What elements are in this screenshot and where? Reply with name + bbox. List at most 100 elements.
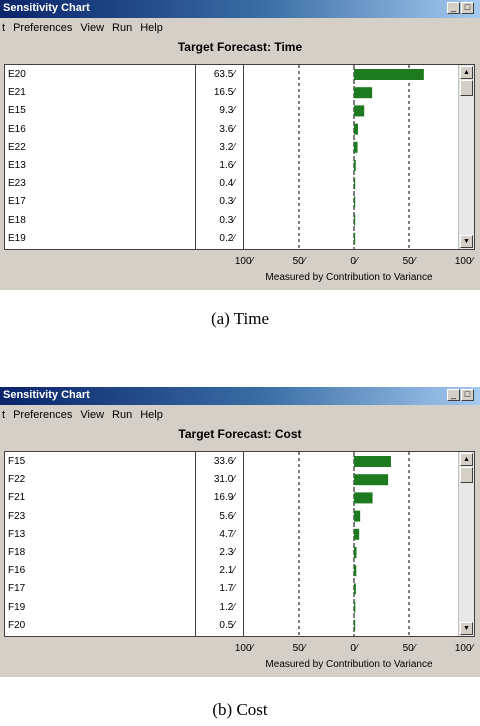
contribution-bar bbox=[354, 547, 357, 558]
row-variable-name[interactable]: F19 bbox=[8, 601, 26, 613]
contribution-bar bbox=[354, 601, 356, 613]
vertical-scrollbar[interactable]: ▲ ▼ bbox=[458, 452, 474, 636]
row-variable-name[interactable]: F23 bbox=[8, 510, 26, 522]
menu-item-preferences[interactable]: Preferences bbox=[13, 408, 73, 421]
sensitivity-list: E20 E21 E15 E16 E22 E13 E23 E17 E18 E19 63.5⁄ 16.5… bbox=[4, 64, 475, 250]
scroll-thumb[interactable] bbox=[460, 467, 473, 483]
contribution-bar bbox=[354, 178, 356, 190]
row-contribution-value: 0.5⁄ bbox=[219, 619, 235, 631]
row-contribution-value: 1.6⁄ bbox=[219, 160, 235, 171]
row-variable-name[interactable]: E16 bbox=[8, 123, 26, 135]
row-variable-name[interactable]: E22 bbox=[8, 141, 26, 153]
row-variable-name[interactable]: E17 bbox=[8, 196, 26, 208]
x-axis: 100⁄ 50⁄ 0⁄ 50⁄ 100⁄ bbox=[0, 643, 480, 657]
menu-bar: t Preferences View Run Help bbox=[0, 405, 480, 424]
axis-tick-label: 100⁄ bbox=[454, 643, 474, 654]
axis-label: Measured by Contribution to Variance bbox=[265, 272, 433, 283]
menu-item-view[interactable]: View bbox=[80, 21, 105, 34]
row-variable-name[interactable]: F16 bbox=[8, 565, 26, 577]
row-contribution-value: 5.6⁄ bbox=[219, 510, 235, 522]
row-variable-name[interactable]: F18 bbox=[8, 547, 26, 558]
contribution-bar bbox=[354, 69, 424, 80]
row-contribution-value: 0.4⁄ bbox=[219, 178, 235, 190]
row-contribution-value: 3.6⁄ bbox=[219, 123, 235, 135]
menu-item-edit[interactable]: t bbox=[2, 21, 6, 34]
contribution-bar bbox=[354, 583, 356, 595]
menu-item-help[interactable]: Help bbox=[140, 21, 163, 34]
sensitivity-window-cost: Sensitivity Chart _ □ t Preferences View… bbox=[0, 387, 480, 677]
row-contribution-value: 2.3⁄ bbox=[219, 547, 235, 558]
menu-item-preferences[interactable]: Preferences bbox=[13, 21, 73, 34]
axis-tick-label: 0⁄ bbox=[350, 643, 358, 654]
minimize-button[interactable]: _ bbox=[447, 389, 460, 401]
row-contribution-value: 9.3⁄ bbox=[219, 105, 235, 117]
menu-item-run[interactable]: Run bbox=[112, 21, 133, 34]
contribution-bar bbox=[354, 123, 358, 135]
contribution-bar bbox=[354, 141, 358, 153]
contribution-value-column: 63.5⁄ 16.5⁄ 9.3⁄ 3.6⁄ 3.2⁄ 1.6⁄ 0.4⁄ 0.3⁄ 0.3⁄ 0.… bbox=[196, 65, 244, 249]
row-variable-name[interactable]: F20 bbox=[8, 619, 26, 631]
title-bar[interactable]: Sensitivity Chart _ □ bbox=[0, 387, 480, 405]
contribution-bar bbox=[354, 456, 391, 467]
contribution-bar bbox=[354, 232, 356, 244]
menu-item-edit[interactable]: t bbox=[2, 408, 6, 421]
row-variable-name[interactable]: E20 bbox=[8, 69, 26, 80]
window-title: Sensitivity Chart bbox=[3, 2, 90, 14]
contribution-bar bbox=[354, 492, 373, 504]
vertical-scrollbar[interactable]: ▲ ▼ bbox=[458, 65, 474, 249]
contribution-bar bbox=[354, 196, 356, 208]
maximize-button[interactable]: □ bbox=[461, 389, 474, 401]
axis-tick-label: 100⁄ bbox=[234, 643, 254, 654]
sensitivity-window-time: Sensitivity Chart _ □ t Preferences View… bbox=[0, 0, 480, 290]
row-variable-name[interactable]: F17 bbox=[8, 583, 26, 595]
row-variable-name[interactable]: E13 bbox=[8, 160, 26, 171]
row-contribution-value: 0.2⁄ bbox=[219, 232, 235, 244]
contribution-bar bbox=[354, 474, 389, 486]
axis-tick-label: 0⁄ bbox=[350, 256, 358, 267]
title-bar[interactable]: Sensitivity Chart _ □ bbox=[0, 0, 480, 18]
caption-cost: (b) Cost bbox=[212, 700, 268, 719]
row-variable-name[interactable]: F13 bbox=[8, 528, 26, 540]
row-contribution-value: 16.5⁄ bbox=[213, 87, 235, 99]
row-variable-name[interactable]: E23 bbox=[8, 178, 26, 190]
window-frame: Sensitivity Chart _ □ t Preferences View… bbox=[0, 0, 480, 290]
tornado-chart bbox=[298, 452, 410, 636]
row-contribution-value: 4.7⁄ bbox=[219, 528, 235, 540]
row-contribution-value: 1.7⁄ bbox=[219, 583, 235, 595]
contribution-bar bbox=[354, 160, 356, 171]
x-axis: 100⁄ 50⁄ 0⁄ 50⁄ 100⁄ bbox=[0, 256, 480, 270]
variable-name-column: E20 E21 E15 E16 E22 E13 E23 E17 E18 E19 bbox=[5, 65, 196, 249]
menu-item-help[interactable]: Help bbox=[140, 408, 163, 421]
scroll-up-icon[interactable]: ▲ bbox=[460, 66, 473, 79]
row-contribution-value: 0.3⁄ bbox=[219, 214, 235, 226]
sensitivity-list: F15 F22 F21 F23 F13 F18 F16 F17 F19 F20 33.6⁄ 31.0… bbox=[4, 451, 475, 637]
row-variable-name[interactable]: E19 bbox=[8, 232, 26, 244]
scroll-down-icon[interactable]: ▼ bbox=[460, 622, 473, 635]
axis-tick-label: 50⁄ bbox=[402, 256, 416, 267]
tornado-chart-area bbox=[244, 452, 460, 636]
contribution-bar bbox=[354, 214, 356, 226]
scroll-up-icon[interactable]: ▲ bbox=[460, 453, 473, 466]
contribution-bar bbox=[354, 105, 365, 117]
row-contribution-value: 33.6⁄ bbox=[213, 456, 235, 467]
axis-tick-label: 50⁄ bbox=[292, 256, 306, 267]
scroll-thumb[interactable] bbox=[460, 80, 473, 96]
row-variable-name[interactable]: F21 bbox=[8, 492, 26, 504]
maximize-button[interactable]: □ bbox=[461, 2, 474, 14]
row-variable-name[interactable]: E18 bbox=[8, 214, 26, 226]
row-variable-name[interactable]: E21 bbox=[8, 87, 26, 99]
window-frame: Sensitivity Chart _ □ t Preferences View… bbox=[0, 387, 480, 677]
row-variable-name[interactable]: F22 bbox=[8, 474, 26, 486]
contribution-bar bbox=[354, 619, 356, 631]
menu-item-view[interactable]: View bbox=[80, 408, 105, 421]
row-contribution-value: 1.2⁄ bbox=[219, 601, 235, 613]
tornado-chart-area bbox=[244, 65, 460, 249]
row-variable-name[interactable]: E15 bbox=[8, 105, 26, 117]
menu-item-run[interactable]: Run bbox=[112, 408, 133, 421]
minimize-button[interactable]: _ bbox=[447, 2, 460, 14]
caption-time: (a) Time bbox=[210, 309, 270, 328]
row-variable-name[interactable]: F15 bbox=[8, 456, 26, 467]
scroll-down-icon[interactable]: ▼ bbox=[460, 235, 473, 248]
contribution-bar bbox=[354, 565, 357, 577]
window-title: Sensitivity Chart bbox=[3, 389, 90, 401]
